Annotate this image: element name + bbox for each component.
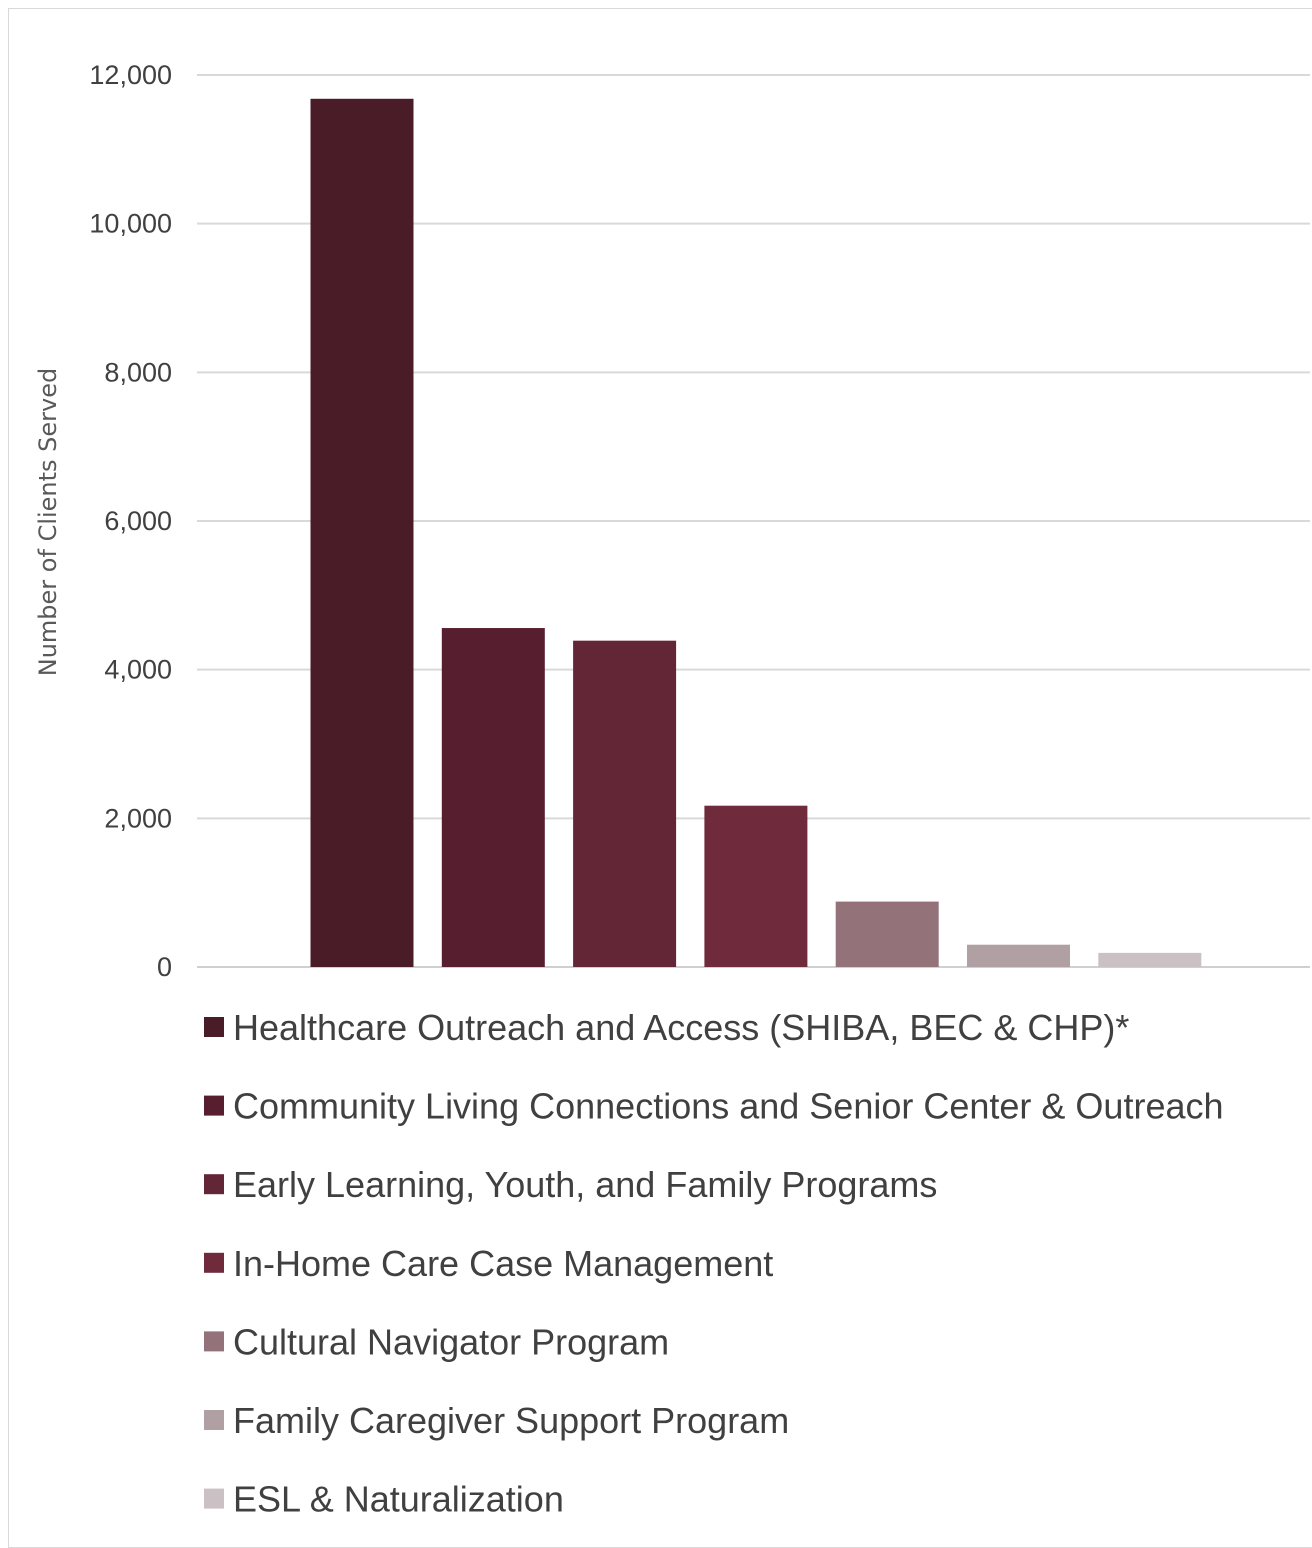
y-tick-label: 0 [157,952,172,982]
legend-label: In-Home Care Case Management [233,1243,773,1284]
legend-item: Cultural Navigator Program [204,1321,669,1362]
legend-item: ESL & Naturalization [204,1479,564,1520]
legend-swatch [204,1017,224,1037]
legend-label: Cultural Navigator Program [233,1321,669,1362]
bars [310,98,1202,967]
legend-label: Healthcare Outreach and Access (SHIBA, B… [233,1007,1129,1048]
y-tick-label: 2,000 [104,803,172,833]
legend-swatch [204,1488,224,1509]
bar [835,901,939,967]
legend-label: Community Living Connections and Senior … [233,1086,1224,1127]
legend-swatch [204,1095,224,1116]
legend-label: ESL & Naturalization [233,1479,564,1520]
bar [573,640,677,967]
bar [704,805,808,967]
bar [1098,952,1202,967]
legend-swatch [204,1174,224,1195]
y-tick-label: 8,000 [104,357,172,387]
legend-swatch [204,1331,224,1352]
y-axis-tick-labels: 0 2,000 4,000 6,000 8,000 10,000 12,000 [89,60,172,982]
legend-label: Early Learning, Youth, and Family Progra… [233,1164,937,1205]
legend-swatch [204,1252,224,1273]
legend-item: Healthcare Outreach and Access (SHIBA, B… [204,1007,1129,1048]
y-tick-label: 10,000 [89,209,172,239]
legend-item: Family Caregiver Support Program [204,1400,789,1441]
legend-item: In-Home Care Case Management [204,1243,773,1284]
legend-label: Family Caregiver Support Program [233,1400,789,1441]
y-tick-label: 6,000 [104,506,172,536]
bar [441,628,545,967]
bar [310,98,414,967]
legend-item: Community Living Connections and Senior … [204,1086,1224,1127]
y-tick-label: 4,000 [104,655,172,685]
legend-swatch [204,1410,224,1430]
y-axis-title: Number of Clients Served [34,368,62,676]
legend: Healthcare Outreach and Access (SHIBA, B… [204,1007,1224,1520]
legend-item: Early Learning, Youth, and Family Progra… [204,1164,937,1205]
y-tick-label: 12,000 [89,60,172,90]
bar [967,944,1070,967]
